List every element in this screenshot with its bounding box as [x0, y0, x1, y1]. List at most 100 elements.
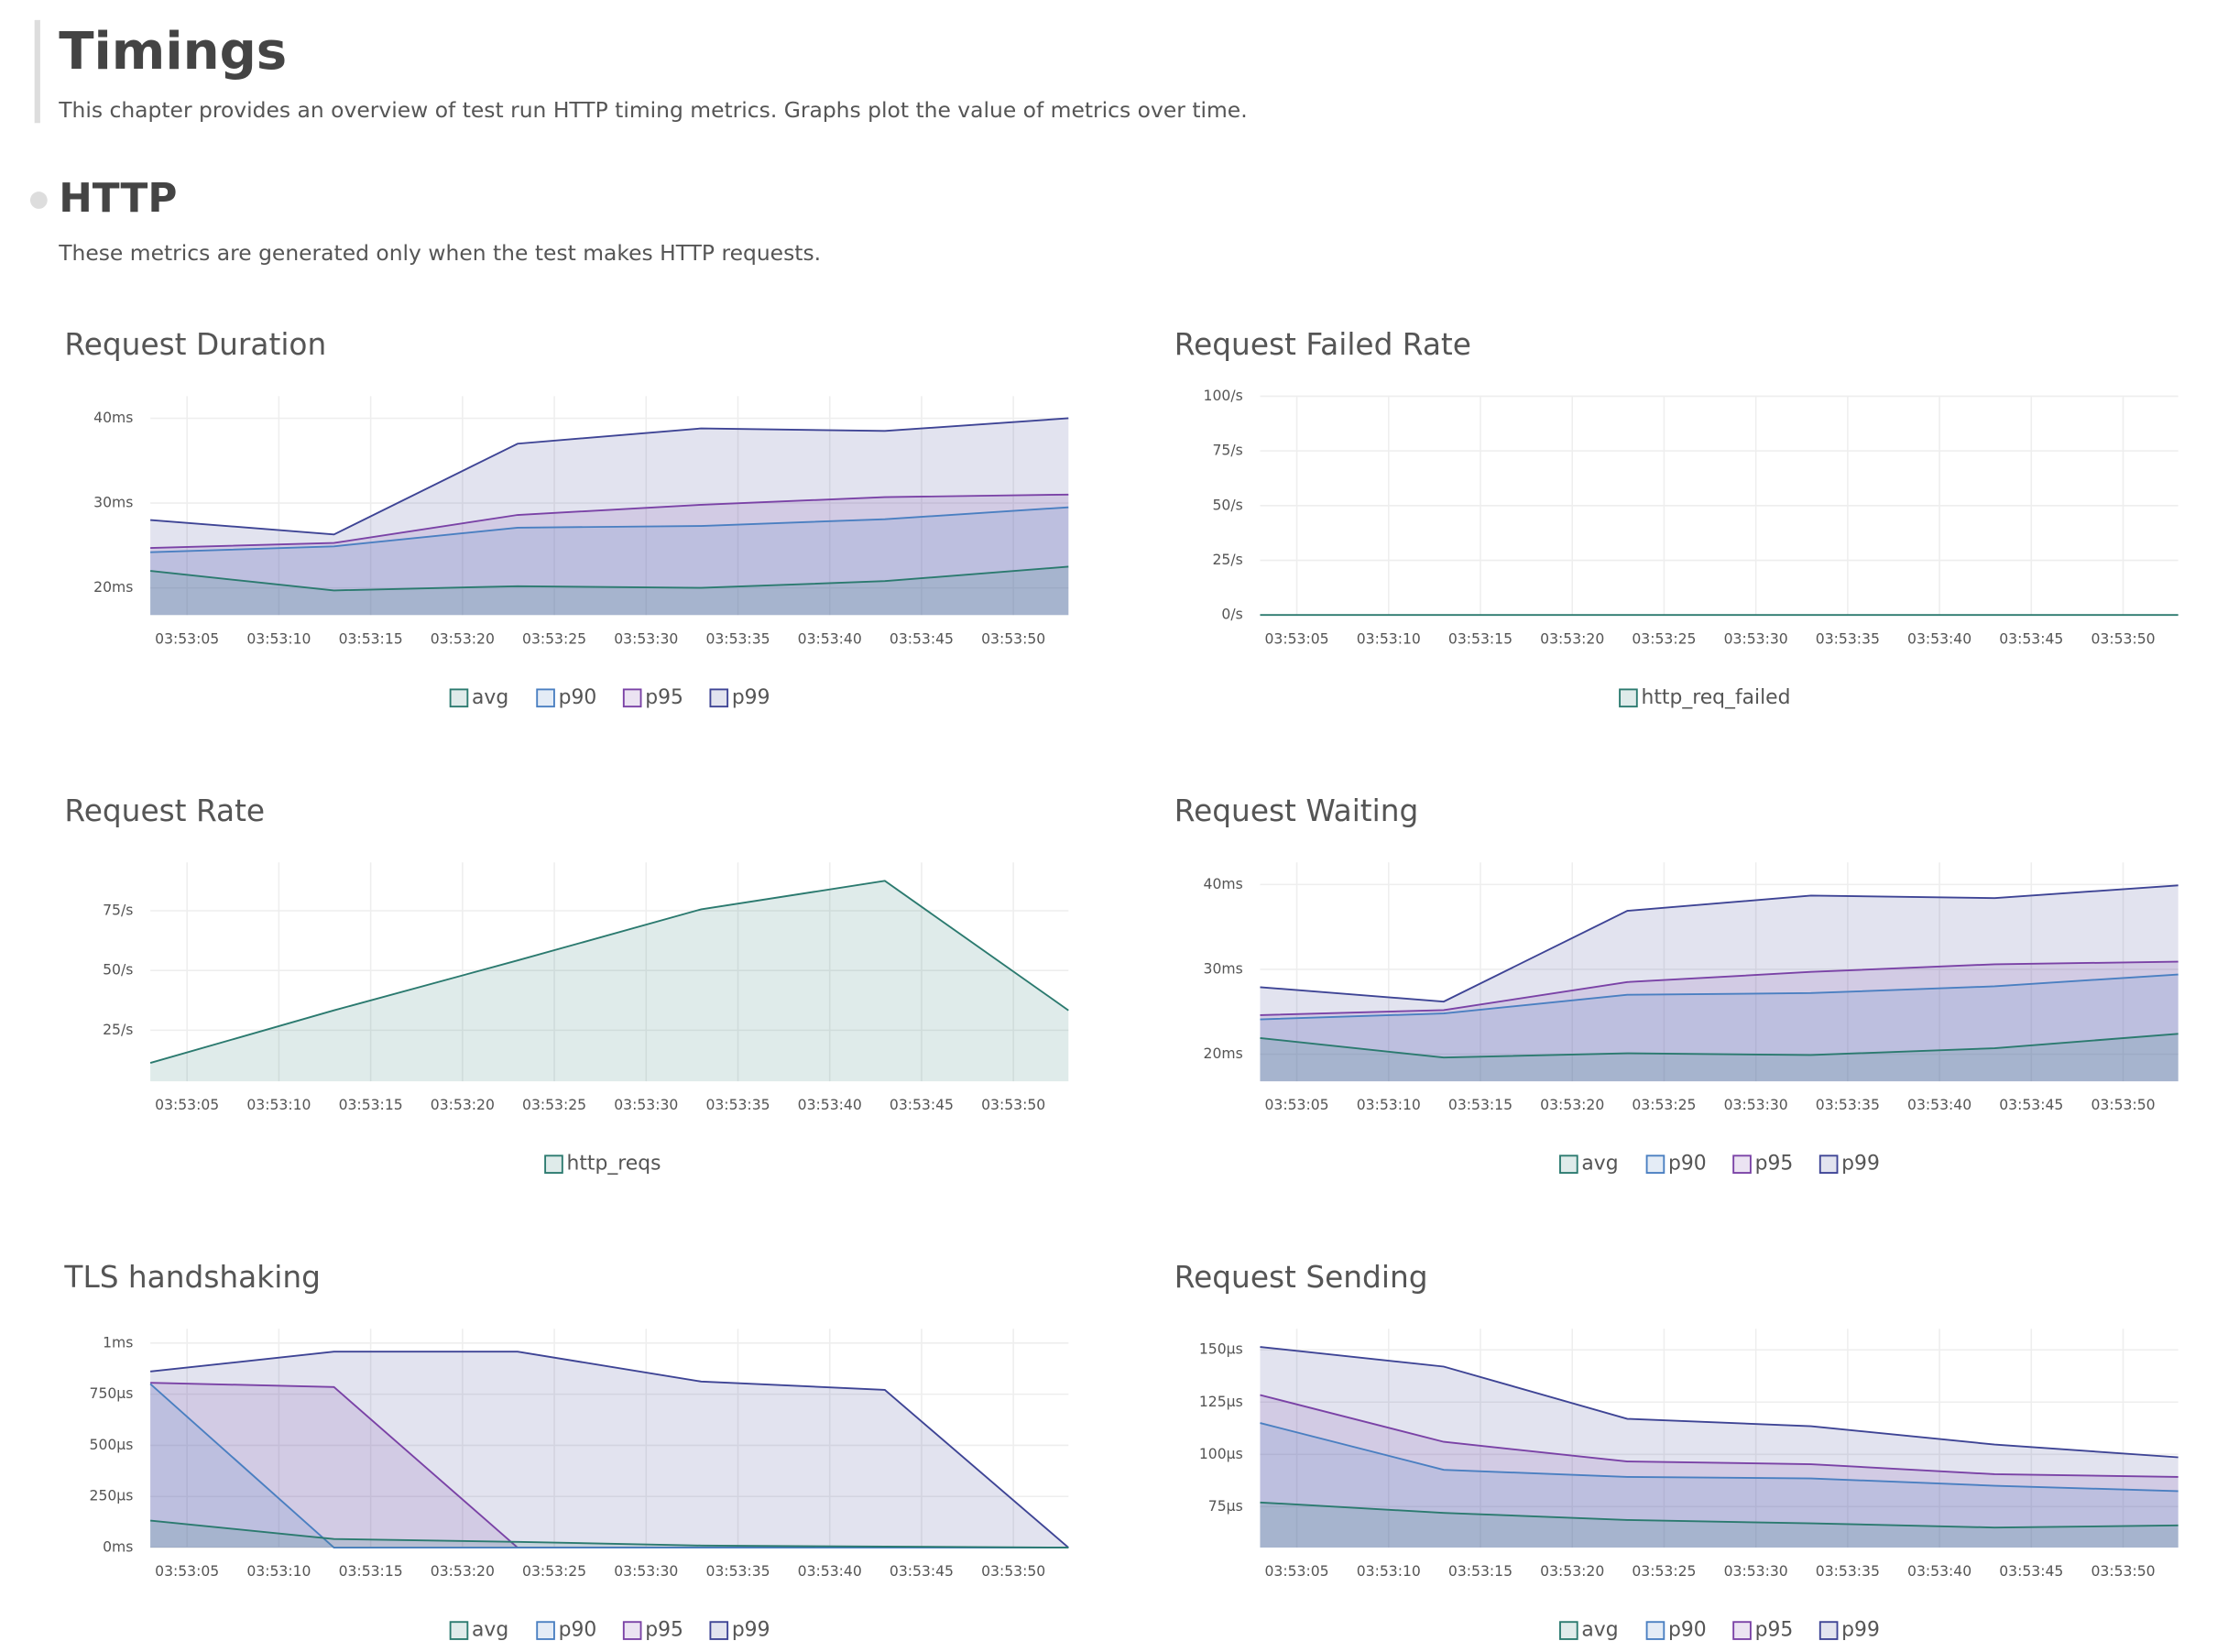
series-area [1260, 1034, 2179, 1082]
y-tick-label: 50/s [1212, 497, 1242, 513]
legend-label: http_req_failed [1641, 686, 1790, 709]
series-line [1260, 1501, 2179, 1529]
x-tick-label: 03:53:10 [1357, 1563, 1421, 1580]
y-tick-label: 30ms [1204, 960, 1243, 977]
section-bullet [29, 191, 48, 209]
x-tick-label: 03:53:40 [798, 1563, 862, 1580]
series-line [150, 1519, 1069, 1548]
x-tick-label: 03:53:45 [890, 1097, 954, 1113]
x-tick-label: 03:53:35 [705, 630, 770, 647]
section-description: These metrics are generated only when th… [58, 240, 821, 266]
x-tick-label: 03:53:20 [431, 630, 495, 647]
x-tick-label: 03:53:15 [1448, 1097, 1513, 1113]
series-area [150, 881, 1069, 1082]
y-tick-label: 250µs [90, 1488, 134, 1504]
y-tick-label: 25/s [103, 1022, 133, 1038]
chart-title: Request Waiting [1174, 793, 1419, 828]
legend-swatch [1559, 1621, 1578, 1640]
series-area [150, 1383, 1069, 1548]
chart: Request Waiting 03:53:05 03:53:10 03:53:15 0… [1174, 793, 2179, 1176]
legend-swatch [622, 1621, 642, 1640]
legend-swatch [709, 688, 729, 708]
legend-swatch [544, 1154, 563, 1174]
x-tick-label: 03:53:45 [890, 630, 954, 647]
y-tick-label: 40ms [1204, 876, 1243, 892]
chart-title: Request Sending [1174, 1260, 1428, 1295]
x-tick-label: 03:53:05 [1265, 1563, 1329, 1580]
x-tick-label: 03:53:05 [1265, 1097, 1329, 1113]
chart: TLS handshaking 03:53:05 03:53:10 03:53:15 0… [63, 1260, 1069, 1642]
series-line [1260, 1394, 2179, 1478]
legend-swatch [1559, 1154, 1578, 1174]
x-tick-label: 03:53:15 [339, 1097, 403, 1113]
legend-label: p90 [559, 686, 597, 709]
series-area [1260, 1347, 2179, 1548]
legend-swatch [536, 688, 555, 708]
x-tick-label: 03:53:20 [431, 1563, 495, 1580]
x-tick-label: 03:53:50 [981, 1097, 1045, 1113]
x-tick-label: 03:53:40 [1907, 630, 1971, 647]
series-line [150, 417, 1069, 536]
x-tick-label: 03:53:20 [431, 1097, 495, 1113]
legend-swatch [1645, 1621, 1665, 1640]
x-tick-label: 03:53:40 [798, 1097, 862, 1113]
legend-label: p95 [645, 1619, 683, 1642]
legend-label: http_reqs [567, 1153, 661, 1176]
legend-label: p95 [1755, 1153, 1794, 1176]
x-tick-label: 03:53:25 [522, 630, 586, 647]
y-tick-label: 0/s [1221, 607, 1242, 623]
x-tick-label: 03:53:25 [522, 1563, 586, 1580]
legend-swatch [1732, 1621, 1752, 1640]
y-tick-label: 25/s [1212, 552, 1242, 568]
series-line [1260, 884, 2179, 1003]
x-tick-label: 03:53:15 [339, 1563, 403, 1580]
x-tick-label: 03:53:40 [798, 630, 862, 647]
legend-label: avg [472, 1619, 508, 1642]
x-tick-label: 03:53:50 [2091, 1563, 2155, 1580]
x-tick-label: 03:53:50 [981, 1563, 1045, 1580]
y-tick-label: 20ms [93, 579, 133, 596]
x-tick-label: 03:53:30 [1724, 1097, 1788, 1113]
y-tick-label: 1ms [103, 1334, 133, 1351]
series-area [1260, 1423, 2179, 1548]
x-tick-label: 03:53:45 [1999, 1563, 2063, 1580]
legend-swatch [536, 1621, 555, 1640]
x-tick-label: 03:53:40 [1907, 1097, 1971, 1113]
legend-swatch [1818, 1154, 1839, 1174]
y-tick-label: 30ms [93, 495, 133, 511]
x-tick-label: 03:53:25 [1632, 630, 1696, 647]
series-line [1260, 973, 2179, 1021]
chart: Request Failed Rate 03:53:05 03:53:10 03:53… [1174, 327, 2179, 709]
x-tick-label: 03:53:35 [705, 1563, 770, 1580]
legend-swatch [709, 1621, 729, 1640]
x-tick-label: 03:53:10 [1357, 630, 1421, 647]
x-tick-label: 03:53:20 [1540, 1097, 1604, 1113]
x-tick-label: 03:53:50 [2091, 630, 2155, 647]
legend-label: p99 [1841, 1153, 1880, 1176]
x-tick-label: 03:53:35 [1816, 1097, 1880, 1113]
series-line [150, 506, 1069, 553]
x-tick-label: 03:53:25 [522, 1097, 586, 1113]
x-tick-label: 03:53:25 [1632, 1563, 1696, 1580]
series-line [150, 1351, 1069, 1548]
y-tick-label: 100µs [1199, 1446, 1243, 1462]
legend-swatch [1818, 1621, 1839, 1640]
x-tick-label: 03:53:50 [981, 630, 1045, 647]
series-area [1260, 974, 2179, 1082]
series-area [150, 1520, 1069, 1548]
legend-label: p90 [1668, 1619, 1707, 1642]
x-tick-label: 03:53:50 [2091, 1097, 2155, 1113]
x-tick-label: 03:53:10 [1357, 1097, 1421, 1113]
x-tick-label: 03:53:45 [890, 1563, 954, 1580]
x-tick-label: 03:53:30 [1724, 1563, 1788, 1580]
y-tick-label: 0ms [103, 1539, 133, 1556]
x-tick-label: 03:53:25 [1632, 1097, 1696, 1113]
y-tick-label: 20ms [1204, 1045, 1243, 1062]
legend-swatch [622, 688, 642, 708]
series-line [149, 880, 1069, 1064]
series-area [150, 418, 1069, 616]
x-tick-label: 03:53:10 [246, 1563, 311, 1580]
legend-swatch [1732, 1154, 1752, 1174]
legend-label: p90 [1668, 1153, 1707, 1176]
legend-swatch [1619, 688, 1638, 708]
